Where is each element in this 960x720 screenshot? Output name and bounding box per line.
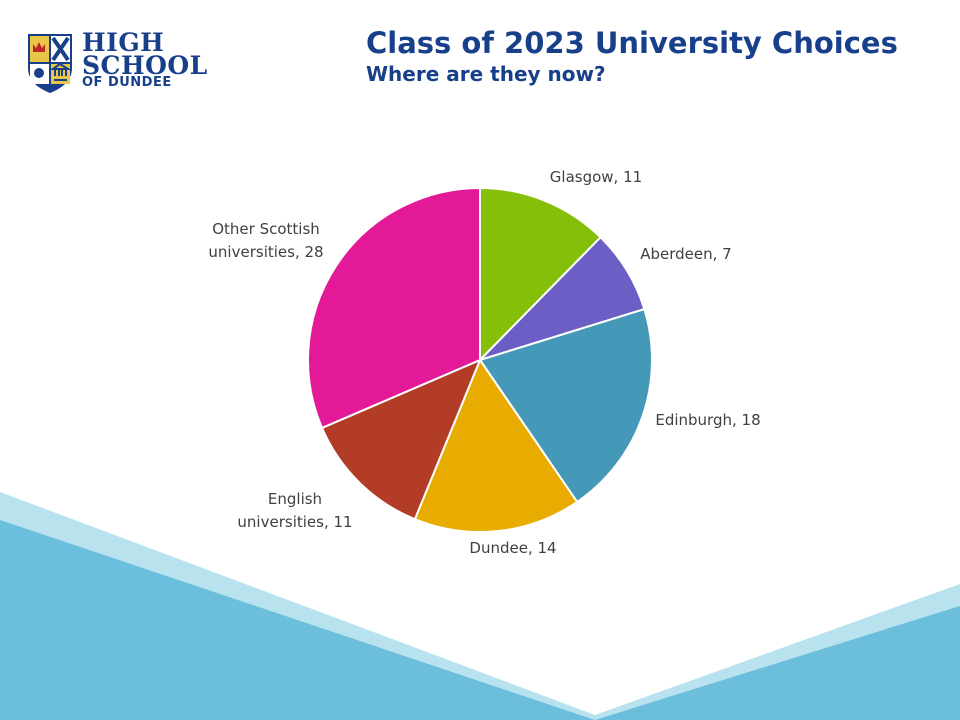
pie-slices	[307, 186, 653, 533]
logo-text-high: HIGH	[82, 28, 165, 57]
logo-text-school: SCHOOL	[82, 51, 208, 80]
crest-icon	[28, 34, 72, 93]
pie-label-other-scottish-universities: Other Scottish universities, 28	[208, 220, 323, 261]
pie-label-dundee: Dundee, 14	[469, 539, 556, 557]
school-logo: HIGH SCHOOL OF DUNDEE	[26, 28, 226, 94]
pie-label-glasgow: Glasgow, 11	[550, 168, 642, 186]
pie-label-edinburgh: Edinburgh, 18	[655, 411, 760, 429]
pie-label-aberdeen: Aberdeen, 7	[640, 245, 731, 263]
pie-slice-other-scottish-universities	[307, 186, 481, 430]
pie-labels: Glasgow, 11 Aberdeen, 7 Edinburgh, 18 Dunde…	[208, 168, 760, 557]
pie-label-english-universities: English universities, 11	[237, 490, 352, 531]
page-subtitle: Where are they now?	[366, 62, 606, 86]
page-title: Class of 2023 University Choices	[366, 26, 898, 60]
pie-slice-edinburgh	[478, 307, 653, 504]
pie-slice-dundee	[413, 357, 579, 533]
title-block: Class of 2023 University Choices Where a…	[366, 24, 898, 88]
wave-dark-band	[0, 520, 960, 720]
pie-slice-glasgow	[479, 186, 602, 363]
pie-slice-english-universities	[320, 358, 482, 521]
logo-text-of-dundee: OF DUNDEE	[82, 75, 172, 90]
